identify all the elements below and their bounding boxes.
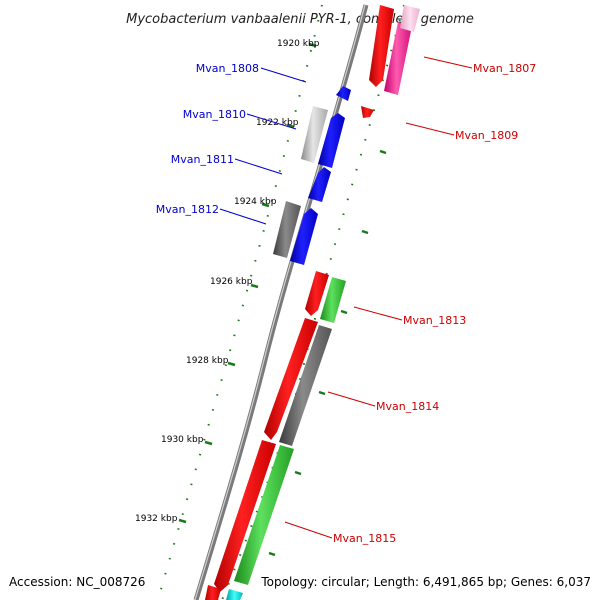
tick-label-1932: 1932 kbp <box>135 514 178 524</box>
gene-pink-light <box>400 5 420 32</box>
minus-leaders <box>219 67 307 225</box>
tick-mark <box>286 123 295 129</box>
gene-mvan-1814-gray <box>279 325 332 446</box>
label-mvan-1812: Mvan_1812 <box>156 203 219 216</box>
label-mvan-1807: Mvan_1807 <box>473 62 536 75</box>
tick-mark <box>227 361 236 367</box>
gene-mvan-1809 <box>361 106 374 118</box>
gene-mvan-1810-gray <box>301 106 328 163</box>
tick-label-1924: 1924 kbp <box>234 197 277 207</box>
leader-mvan-1813 <box>353 306 403 321</box>
label-mvan-1815: Mvan_1815 <box>333 532 396 545</box>
label-mvan-1808: Mvan_1808 <box>196 62 259 75</box>
leader-mvan-1807 <box>423 56 473 69</box>
gene-mvan-1813-green <box>320 277 346 323</box>
genome-summary-text: Topology: circular; Length: 6,491,865 bp… <box>260 575 591 589</box>
map-title: Mycobacterium vanbaalenii PYR-1, complet… <box>126 12 474 27</box>
plus-leaders <box>284 56 473 539</box>
tick-mark <box>268 551 276 557</box>
outer-guide-arc <box>221 4 405 600</box>
leader-mvan-1814 <box>327 391 376 407</box>
gene-mvan-1813 <box>305 271 329 316</box>
tick-mark <box>294 470 302 476</box>
leader-mvan-1809 <box>405 122 455 136</box>
tick-label-1930: 1930 kbp <box>161 435 204 445</box>
tick-mark <box>204 440 213 446</box>
label-mvan-1809: Mvan_1809 <box>455 129 518 142</box>
gene-mvan-1812-gray <box>273 201 301 258</box>
tick-mark <box>318 390 326 396</box>
label-mvan-1810: Mvan_1810 <box>183 108 246 121</box>
gene-mvan-1815 <box>214 440 276 592</box>
tick-mark <box>340 309 348 315</box>
tick-mark <box>361 229 369 235</box>
gene-mvan-1808 <box>336 86 351 101</box>
label-mvan-1813: Mvan_1813 <box>403 314 466 327</box>
leader-mvan-1808 <box>260 67 307 83</box>
label-mvan-1811: Mvan_1811 <box>171 153 234 166</box>
outer-tick-marks <box>268 71 399 557</box>
tick-mark <box>379 149 387 155</box>
gene-mvan-1814 <box>264 318 318 440</box>
gene-bottom-red <box>205 585 221 600</box>
tick-label-1920: 1920 kbp <box>277 39 320 49</box>
tick-mark <box>261 202 270 208</box>
gene-mvan-1811 <box>308 167 331 202</box>
leader-mvan-1815 <box>284 521 333 539</box>
accession-text: Accession: NC_008726 <box>9 575 145 589</box>
leader-mvan-1810 <box>246 113 297 130</box>
tick-mark <box>308 42 317 48</box>
gene-mvan-1807-pink <box>384 22 412 95</box>
tick-mark <box>178 518 187 524</box>
gene-mvan-1812 <box>290 208 318 265</box>
gene-bottom-cyan <box>226 589 243 600</box>
gene-mvan-1810 <box>318 113 345 168</box>
gene-mvan-1815-green <box>234 445 294 585</box>
inner-tick-marks <box>178 42 317 524</box>
tick-mark <box>250 283 259 289</box>
leader-mvan-1812 <box>219 208 267 225</box>
label-mvan-1814: Mvan_1814 <box>376 400 439 413</box>
gene-mvan-1807 <box>369 5 394 87</box>
tick-label-1928: 1928 kbp <box>186 356 229 366</box>
tick-label-1926: 1926 kbp <box>210 277 253 287</box>
leader-mvan-1811 <box>234 158 283 175</box>
